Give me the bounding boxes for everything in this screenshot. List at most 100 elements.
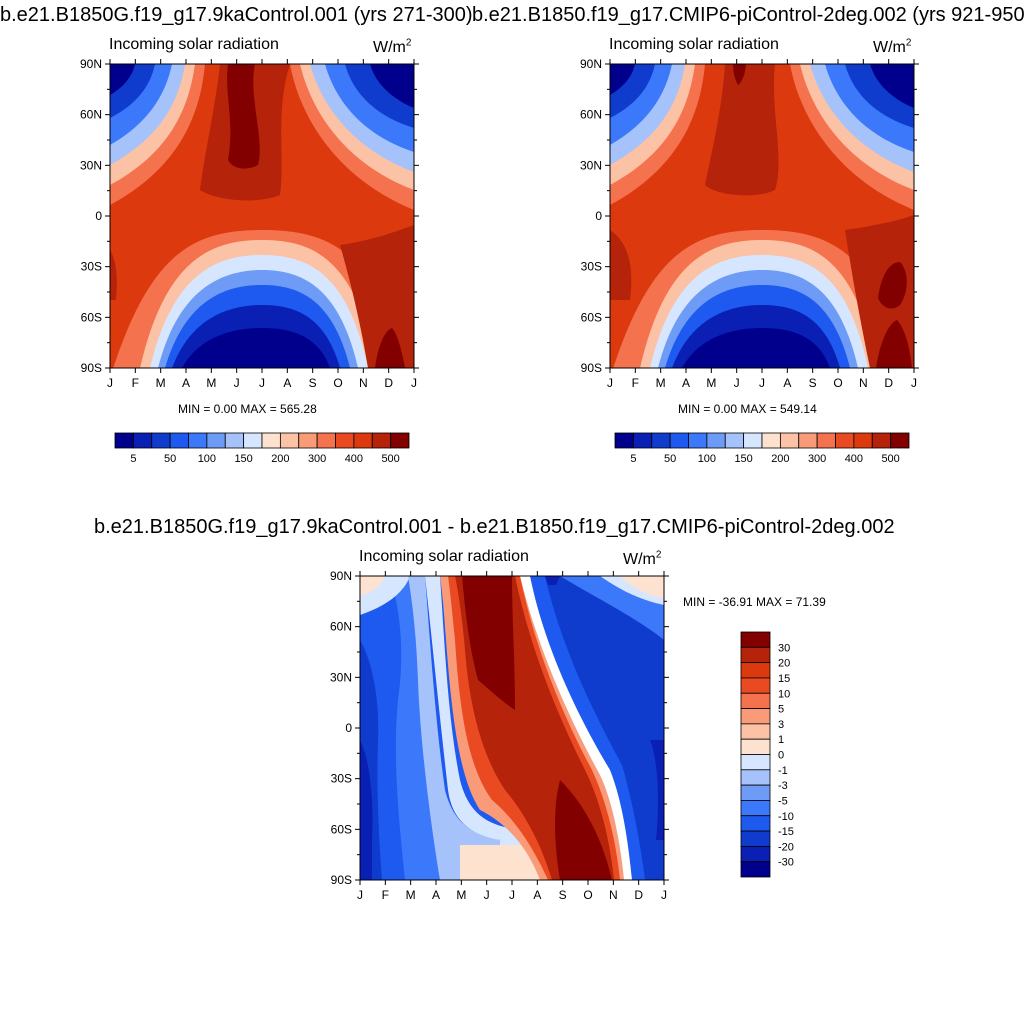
x-tick-label: J: [607, 376, 613, 390]
x-tick-label: N: [609, 888, 618, 902]
x-tick-label: D: [634, 888, 643, 902]
x-tick-label: J: [759, 376, 765, 390]
colorbar-label: -10: [778, 811, 794, 823]
panel2-minmax: MIN = 0.00 MAX = 549.14: [678, 402, 817, 416]
x-tick-label: J: [234, 376, 240, 390]
x-tick-label: O: [833, 376, 842, 390]
colorbar-label: 15: [778, 673, 790, 685]
x-tick-label: J: [734, 376, 740, 390]
colorbar-swatch: [353, 432, 373, 449]
panel2-contour-plot: [609, 63, 915, 369]
x-tick-label: J: [357, 888, 363, 902]
colorbar-label: -1: [778, 765, 788, 777]
panel1-contour-plot: [109, 63, 415, 369]
x-tick-label: O: [333, 376, 342, 390]
colorbar-label: 500: [881, 453, 899, 465]
colorbar-swatch: [740, 769, 771, 786]
y-tick-label: 60N: [580, 108, 602, 122]
x-tick-label: D: [384, 376, 393, 390]
panel2-colorbar: 5 50 100 150 200 300 400 500: [614, 432, 910, 465]
colorbar-label: -3: [778, 780, 788, 792]
colorbar-label: 5: [778, 704, 784, 716]
colorbar-label: -15: [778, 826, 794, 838]
colorbar-swatch: [224, 432, 245, 449]
y-tick-label: 90S: [81, 361, 102, 375]
colorbar-swatch: [335, 432, 355, 449]
panel1-colorbar: 5 50 100 150 200 300 400 500: [114, 432, 410, 465]
colorbar-label: 1: [778, 734, 784, 746]
x-tick-label: M: [456, 888, 466, 902]
x-tick-label: J: [911, 376, 917, 390]
colorbar-label: 50: [664, 453, 676, 465]
colorbar-swatch: [169, 432, 189, 449]
y-tick-label: 30N: [80, 158, 102, 172]
x-tick-label: O: [583, 888, 592, 902]
colorbar-swatch: [740, 646, 771, 664]
colorbar-swatch: [740, 815, 771, 832]
x-tick-label: M: [156, 376, 166, 390]
colorbar-label: 3: [778, 719, 784, 731]
x-tick-label: S: [309, 376, 317, 390]
x-tick-label: M: [656, 376, 666, 390]
colorbar-label: 5: [630, 453, 636, 465]
x-tick-label: J: [411, 376, 417, 390]
colorbar-swatch: [243, 432, 263, 449]
colorbar-swatch: [740, 845, 771, 863]
colorbar-label: 5: [130, 453, 136, 465]
colorbar-label: 500: [381, 453, 399, 465]
y-tick-label: 90N: [580, 57, 602, 71]
colorbar-swatch: [390, 432, 410, 449]
colorbar-swatch: [761, 432, 781, 449]
colorbar-swatch: [740, 677, 771, 694]
panel2-title: b.e21.B1850.f19_g17.CMIP6-piControl-2deg…: [472, 4, 1024, 26]
y-tick-label: 90S: [581, 361, 602, 375]
x-tick-label: F: [382, 888, 389, 902]
colorbar-swatch: [669, 432, 689, 449]
x-tick-label: J: [107, 376, 113, 390]
colorbar-label: 20: [778, 658, 790, 670]
colorbar-swatch: [188, 432, 208, 449]
panel2-axes: J F M A M J J A S O N D J 90N 60N 30N 0 30S 60S 90S: [580, 57, 919, 390]
colorbar-label: 50: [164, 453, 176, 465]
colorbar-label: 100: [198, 453, 216, 465]
colorbar-swatch: [298, 432, 318, 449]
colorbar-swatch: [614, 432, 634, 449]
colorbar-swatch: [740, 784, 771, 801]
x-tick-label: M: [206, 376, 216, 390]
colorbar-label: 300: [808, 453, 826, 465]
y-tick-label: 0: [595, 209, 602, 223]
x-tick-label: A: [283, 376, 291, 390]
panel3-axes: J F M A M J J A S O N D J 90N 60N 30N 0 30S 60S 90S: [330, 569, 669, 902]
x-tick-label: D: [884, 376, 893, 390]
colorbar-swatch: [740, 754, 771, 771]
x-tick-label: A: [432, 888, 440, 902]
colorbar-label: 300: [308, 453, 326, 465]
x-tick-label: M: [406, 888, 416, 902]
colorbar-swatch: [740, 738, 771, 755]
panel3-minmax: MIN = -36.91 MAX = 71.39: [683, 595, 826, 609]
panel1-units: W/m2: [373, 37, 412, 56]
colorbar-swatch: [632, 432, 653, 449]
colorbar-swatch: [688, 432, 708, 449]
colorbar-swatch: [835, 432, 855, 449]
x-tick-label: S: [559, 888, 567, 902]
x-tick-label: J: [259, 376, 265, 390]
colorbar-swatch: [740, 861, 771, 878]
panel1-title: b.e21.B1850G.f19_g17.9kaControl.001 (yrs…: [0, 4, 473, 26]
panel2-units: W/m2: [873, 37, 912, 56]
colorbar-swatch: [740, 708, 771, 725]
colorbar-label: 150: [734, 453, 752, 465]
colorbar-label: 200: [271, 453, 289, 465]
y-tick-label: 0: [345, 721, 352, 735]
y-tick-label: 30S: [581, 260, 602, 274]
colorbar-swatch: [740, 631, 771, 648]
x-tick-label: M: [706, 376, 716, 390]
y-tick-label: 30N: [580, 158, 602, 172]
y-tick-label: 0: [95, 209, 102, 223]
colorbar-label: -30: [778, 857, 794, 869]
colorbar-swatch: [890, 432, 910, 449]
y-tick-label: 60N: [80, 108, 102, 122]
colorbar-swatch: [651, 432, 671, 449]
x-tick-label: S: [809, 376, 817, 390]
